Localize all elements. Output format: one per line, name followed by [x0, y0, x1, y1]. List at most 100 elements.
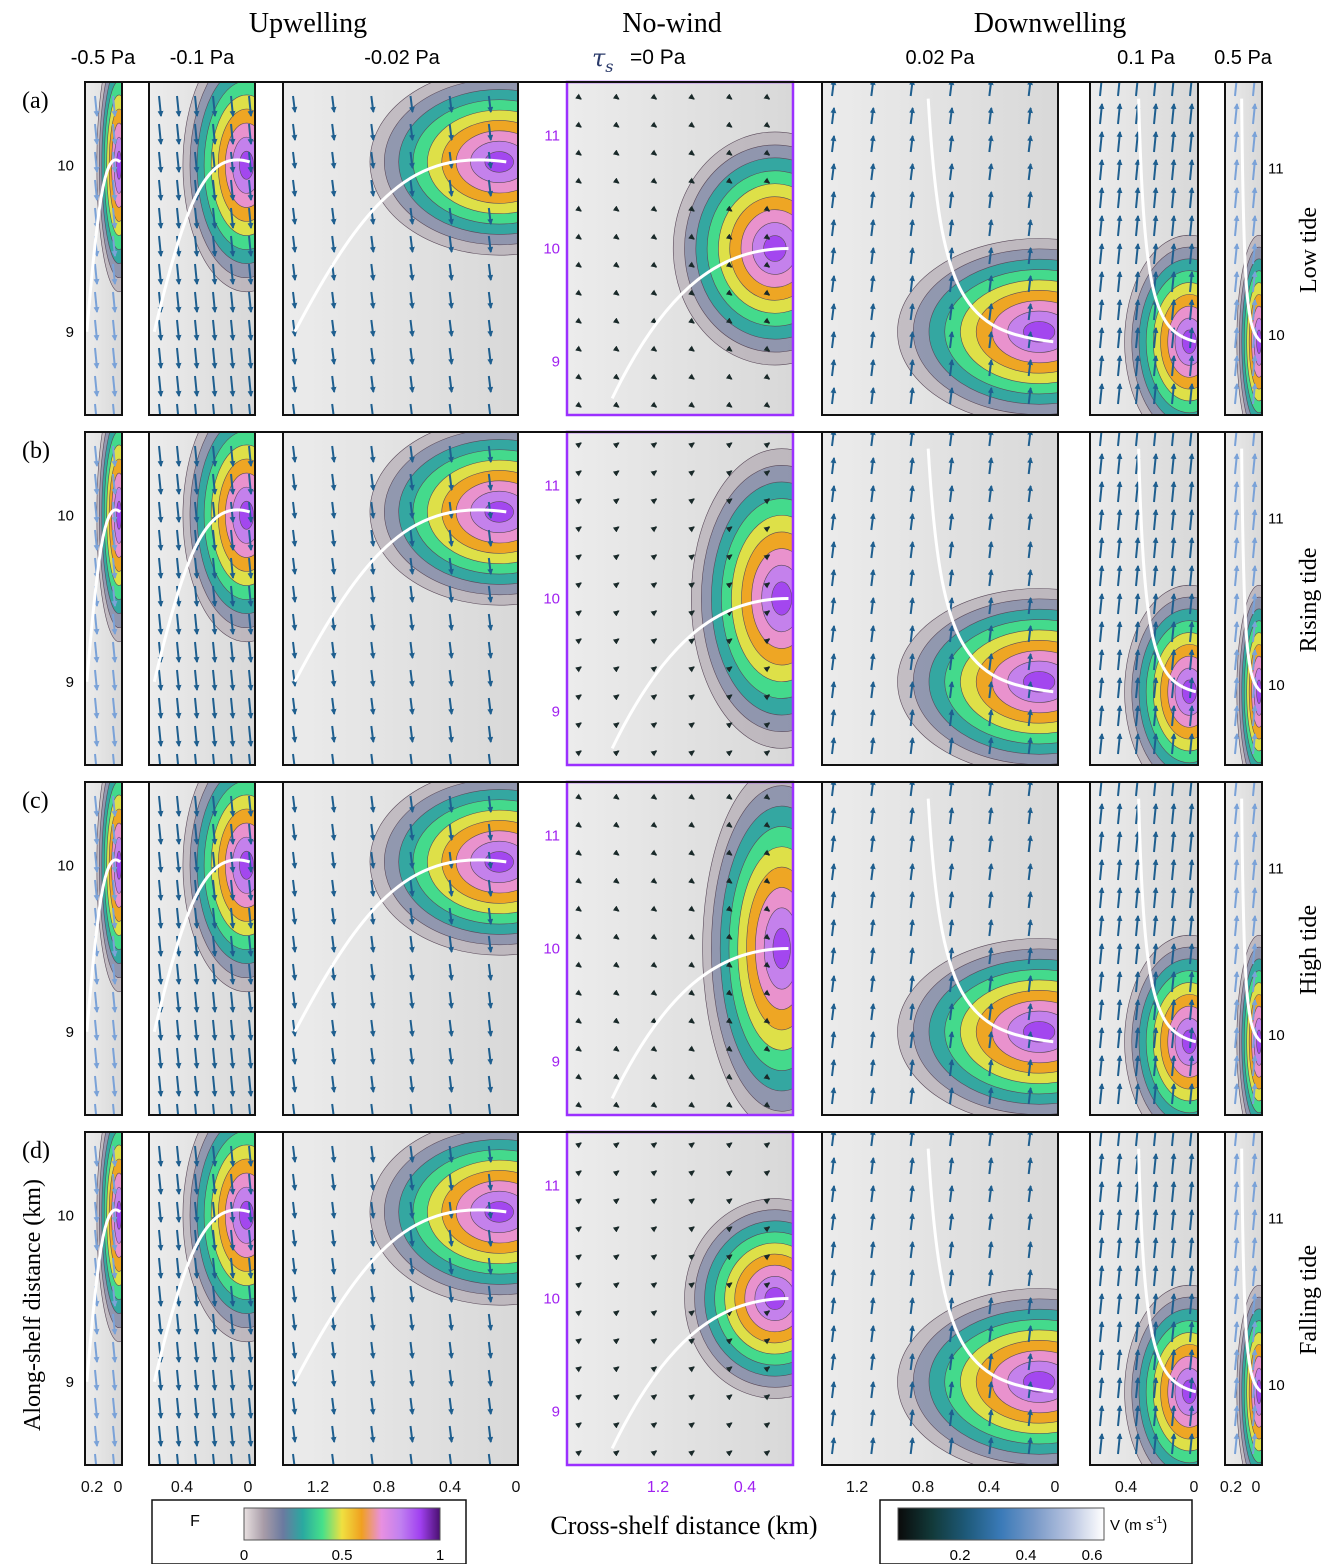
velocity-arrow	[448, 1173, 455, 1191]
velocity-arrow	[408, 697, 415, 715]
panel-6-0	[1224, 81, 1263, 416]
colorbar-v: V (m s-1) 0.2 0.4 0.6	[879, 1499, 1193, 1564]
velocity-arrow	[157, 1425, 164, 1447]
y-tick-label-left: 10	[57, 1207, 74, 1224]
velocity-arrow	[111, 1369, 118, 1391]
velocity-arrow	[487, 1397, 494, 1415]
track-line	[293, 858, 507, 1033]
velocity-arrow	[408, 795, 415, 813]
velocity-arrow	[291, 179, 298, 197]
velocity-arrow	[175, 473, 182, 495]
velocity-arrow	[157, 445, 164, 467]
colorbar-f-bar	[243, 1507, 441, 1541]
velocity-arrow	[111, 1145, 118, 1167]
velocity-arrow	[448, 1369, 455, 1387]
velocity-arrow	[111, 641, 118, 663]
velocity-arrow	[157, 1201, 164, 1223]
velocity-arrow	[487, 1453, 494, 1465]
velocity-arrow	[211, 557, 218, 579]
velocity-arrow	[487, 907, 494, 925]
velocity-arrow	[175, 347, 182, 369]
panel-1-0	[148, 81, 256, 416]
velocity-arrow	[408, 1397, 415, 1415]
colorbar-f-label: F	[190, 1513, 200, 1530]
velocity-arrow	[448, 753, 455, 765]
velocity-arrow	[93, 95, 100, 117]
panel-grid	[84, 80, 1263, 1467]
velocity-arrow	[369, 669, 376, 687]
velocity-arrow	[408, 879, 415, 897]
velocity-arrow	[408, 347, 415, 365]
velocity-arrow	[330, 291, 337, 309]
velocity-arrow	[291, 1047, 298, 1065]
velocity-arrow	[193, 1145, 200, 1167]
velocity-arrow	[111, 445, 118, 467]
velocity-arrow	[247, 291, 254, 313]
group-title-downwelling: Downwelling	[974, 8, 1126, 39]
colorbar-v-bar	[897, 1507, 1105, 1541]
velocity-arrow	[408, 585, 415, 603]
velocity-arrow	[291, 613, 298, 631]
velocity-arrow	[487, 1145, 494, 1163]
velocity-arrow	[229, 935, 236, 957]
velocity-arrow	[369, 1173, 376, 1191]
velocity-arrow	[93, 347, 100, 369]
velocity-arrow	[330, 207, 337, 225]
velocity-arrow	[408, 403, 415, 415]
velocity-arrow	[193, 1047, 200, 1069]
velocity-arrow	[448, 1453, 455, 1465]
velocity-arrow	[487, 319, 494, 337]
x-tick-label: 0.4	[734, 1479, 756, 1496]
velocity-arrow	[369, 963, 376, 981]
velocity-arrow	[408, 753, 415, 765]
velocity-arrow	[369, 319, 376, 337]
velocity-arrow	[247, 725, 254, 747]
velocity-arrow	[157, 963, 164, 985]
velocity-arrow	[193, 851, 200, 873]
velocity-arrow	[211, 725, 218, 747]
velocity-arrow	[487, 795, 494, 813]
velocity-arrow	[487, 473, 494, 491]
velocity-arrow	[93, 613, 100, 635]
velocity-arrow	[448, 1047, 455, 1065]
velocity-arrow	[291, 235, 298, 253]
velocity-arrow	[487, 529, 494, 547]
velocity-arrow	[247, 963, 254, 985]
velocity-arrow	[193, 95, 200, 117]
velocity-arrow	[487, 585, 494, 603]
velocity-arrow	[448, 529, 455, 547]
velocity-arrow	[247, 1047, 254, 1069]
velocity-arrow	[408, 1453, 415, 1465]
velocity-arrow	[369, 1341, 376, 1359]
velocity-arrow	[111, 1173, 118, 1195]
velocity-arrow	[193, 1201, 200, 1223]
velocity-arrow	[111, 347, 118, 369]
velocity-arrow	[487, 935, 494, 953]
y-tick-label-nowind: 11	[544, 477, 560, 494]
velocity-arrow	[369, 753, 376, 765]
velocity-arrow	[408, 529, 415, 547]
velocity-arrow	[448, 907, 455, 925]
velocity-arrow	[93, 991, 100, 1013]
velocity-arrow	[448, 585, 455, 603]
y-tick-label-nowind: 10	[543, 941, 560, 958]
y-tick-label-left: 9	[66, 1024, 74, 1041]
track-line	[85, 858, 122, 1032]
x-tick-label: 0	[1051, 1479, 1060, 1496]
velocity-arrow	[229, 529, 236, 551]
velocity-arrow	[111, 557, 118, 579]
velocity-arrow	[330, 151, 337, 169]
velocity-arrow	[369, 1313, 376, 1331]
velocity-arrow	[93, 1145, 100, 1167]
velocity-arrow	[487, 1257, 494, 1275]
velocity-arrow	[291, 753, 298, 765]
velocity-arrow	[487, 697, 494, 715]
velocity-arrow	[291, 795, 298, 813]
velocity-arrow	[93, 851, 100, 873]
velocity-arrow	[157, 95, 164, 117]
velocity-arrow	[291, 1313, 298, 1331]
velocity-arrow	[93, 879, 100, 901]
velocity-arrow	[247, 1397, 254, 1419]
velocity-arrow	[408, 1173, 415, 1191]
velocity-arrow	[211, 795, 218, 817]
